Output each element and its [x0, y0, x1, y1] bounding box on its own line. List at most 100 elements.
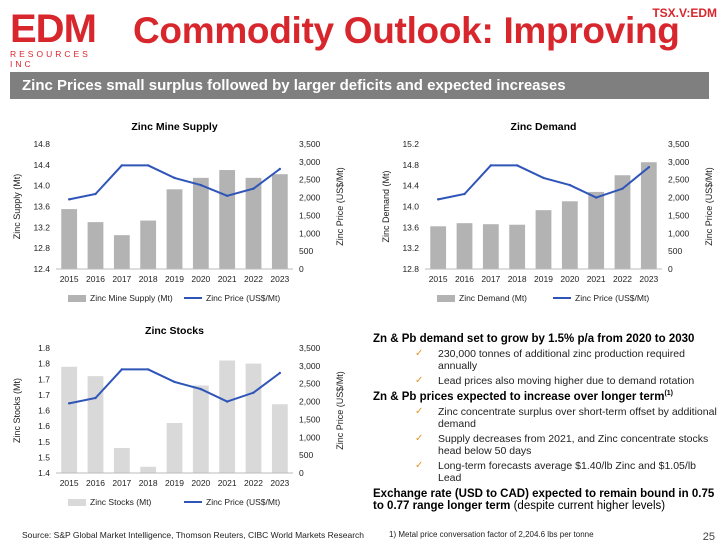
y2-axis-label: Zinc Price (US$/Mt): [335, 371, 345, 450]
y2-tick-label: 0: [668, 264, 673, 274]
y-tick-label: 1.4: [38, 468, 50, 478]
bar-2020: [192, 177, 209, 269]
price-point-2017: [120, 164, 124, 167]
exchange-rate-note: Exchange rate (USD to CAD) expected to r…: [373, 488, 718, 512]
bar-2023: [640, 162, 657, 269]
legend-line-label: Zinc Price (US$/Mt): [206, 497, 280, 507]
y-axis-label: Zinc Demand (Mt): [381, 170, 391, 242]
price-point-2015: [67, 402, 71, 405]
y-tick-label: 1.7: [38, 374, 50, 384]
bullet-item: ✓ Zinc concentrate surplus over short-ter…: [373, 406, 718, 430]
price-point-2020: [199, 183, 203, 187]
y-axis-label: Zinc Stocks (Mt): [12, 378, 22, 443]
bullet-heading-prices: Zn & Pb prices expected to increase over…: [373, 390, 718, 403]
y-tick-label: 14.8: [402, 160, 419, 170]
y-tick-label: 14.0: [402, 202, 419, 212]
legend-line-label: Zinc Price (US$/Mt): [206, 293, 280, 303]
y2-tick-label: 3,500: [668, 139, 690, 149]
y-tick-label: 1.5: [38, 437, 50, 447]
bullet-item: ✓ Lead prices also moving higher due to d…: [373, 375, 718, 387]
y2-tick-label: 2,500: [299, 379, 321, 389]
bar-2017: [482, 224, 499, 269]
price-point-2022: [252, 391, 255, 394]
y2-tick-label: 3,500: [299, 343, 321, 353]
price-point-2021: [594, 196, 598, 199]
y-tick-label: 14.0: [33, 181, 50, 191]
price-point-2022: [621, 187, 624, 190]
bar-2022: [245, 363, 262, 473]
price-point-2019: [173, 176, 176, 180]
bar-2018: [140, 466, 157, 473]
y2-tick-label: 500: [299, 246, 313, 256]
y2-tick-label: 3,000: [668, 157, 690, 167]
y-tick-label: 12.8: [33, 243, 50, 253]
bar-2018: [140, 220, 157, 269]
y2-tick-label: 3,500: [299, 139, 321, 149]
checkmark-icon: ✓: [415, 375, 424, 386]
bar-2020: [192, 385, 209, 473]
bar-2020: [561, 201, 578, 269]
price-point-2015: [436, 198, 440, 201]
x-tick-label: 2018: [139, 478, 158, 488]
price-point-2016: [94, 192, 97, 196]
bar-2021: [219, 360, 236, 473]
price-point-2018: [146, 164, 150, 167]
bar-2019: [535, 210, 552, 269]
y-tick-label: 13.6: [33, 202, 50, 212]
price-point-2022: [252, 187, 255, 190]
x-tick-label: 2017: [481, 274, 500, 284]
x-tick-label: 2022: [613, 274, 632, 284]
checkmark-icon: ✓: [415, 405, 424, 417]
y2-tick-label: 500: [299, 450, 313, 460]
x-tick-label: 2019: [165, 478, 184, 488]
bar-2018: [509, 224, 526, 269]
price-point-2023: [278, 371, 282, 375]
bar-2021: [219, 170, 236, 269]
price-point-2019: [542, 176, 545, 180]
x-tick-label: 2019: [165, 274, 184, 284]
legend-bar-swatch: [437, 295, 455, 302]
bar-2019: [166, 423, 183, 473]
chart-svg: Zinc Mine Supply 12.4 12.8 13.2 13.6 14.0 14.4…: [12, 121, 345, 303]
y-tick-label: 14.4: [402, 181, 419, 191]
logo-subtitle: RESOURCES INC: [10, 49, 91, 69]
price-point-2018: [515, 164, 519, 167]
zinc-mine-supply-chart: Zinc Mine Supply 12.4 12.8 13.2 13.6 14.0 14.4…: [6, 118, 351, 313]
bar-2015: [61, 209, 78, 269]
chart-title: Zinc Mine Supply: [131, 121, 217, 133]
x-tick-label: 2016: [86, 478, 105, 488]
y2-tick-label: 2,500: [668, 175, 690, 185]
y2-tick-label: 1,000: [668, 228, 690, 238]
bar-2023: [271, 404, 288, 473]
y-tick-label: 12.4: [33, 264, 50, 274]
legend-line-label: Zinc Price (US$/Mt): [575, 293, 649, 303]
bar-2015: [61, 366, 78, 473]
chart-title: Zinc Stocks: [145, 325, 204, 337]
y2-tick-label: 2,000: [299, 193, 321, 203]
bullet-item: ✓ Long-term forecasts average $1.40/lb Zi…: [373, 460, 718, 484]
page-title: Commodity Outlook: Improving: [133, 10, 680, 51]
chart-svg: Zinc Demand 12.8 13.2 13.6 14.0 14.4 14.8 15.2 0…: [381, 121, 714, 303]
y-tick-label: 1.8: [38, 359, 50, 369]
bullet-text: 230,000 tonnes of additional zinc produc…: [438, 348, 685, 372]
y-tick-label: 13.2: [402, 243, 419, 253]
y2-tick-label: 2,000: [299, 397, 321, 407]
price-point-2017: [120, 368, 124, 371]
bar-2023: [271, 174, 288, 269]
price-point-2017: [489, 164, 493, 167]
y2-tick-label: 1,000: [299, 432, 321, 442]
bullet-text: Supply decreases from 2021, and Zinc con…: [438, 432, 709, 457]
y2-tick-label: 0: [299, 468, 304, 478]
bar-2019: [166, 189, 183, 269]
legend-bar-label: Zinc Stocks (Mt): [90, 497, 152, 507]
price-point-2021: [225, 194, 229, 197]
bullet-text: Zinc concentrate surplus over short-term…: [438, 405, 717, 430]
footnote: 1) Metal price conversation factor of 2,…: [389, 530, 594, 539]
x-tick-label: 2022: [244, 478, 263, 488]
section-banner: Zinc Prices small surplus followed by la…: [10, 72, 709, 99]
zinc-demand-chart: Zinc Demand 12.8 13.2 13.6 14.0 14.4 14.8 15.2 0…: [375, 118, 720, 313]
x-tick-label: 2019: [534, 274, 553, 284]
bar-2015: [430, 226, 447, 269]
price-point-2019: [173, 380, 176, 384]
x-tick-label: 2018: [139, 274, 158, 284]
